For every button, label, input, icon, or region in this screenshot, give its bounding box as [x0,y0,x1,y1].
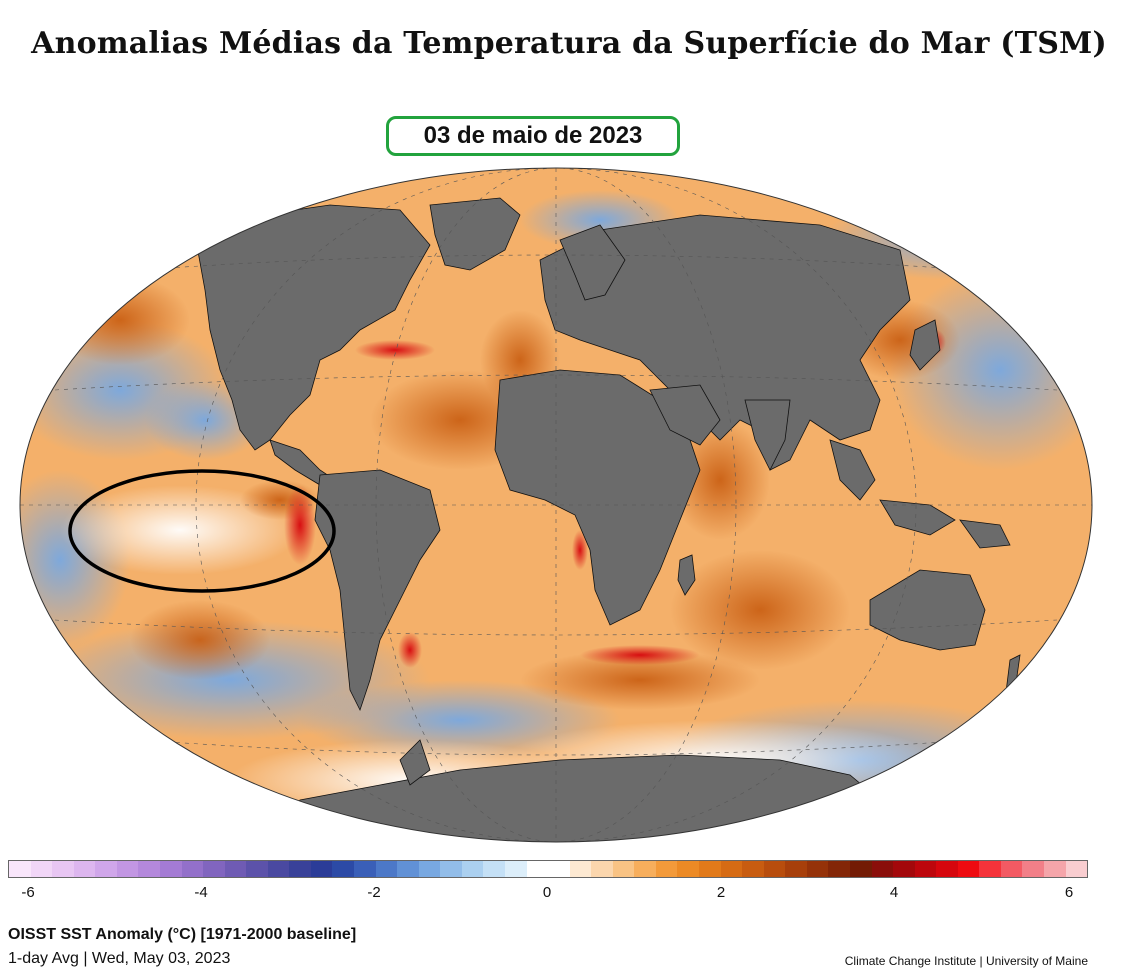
product-label: OISST SST Anomaly (°C) [1971-2000 baseli… [8,926,357,943]
colorbar-segment [849,861,872,877]
colorbar-segment [548,861,570,877]
colorbar-segment [483,861,505,877]
colorbar-segment [957,861,980,877]
colorbar-segment [224,861,247,877]
colorbar-segment [785,861,807,877]
colorbar-segment [979,861,1001,877]
colorbar-segment [655,861,678,877]
colorbar-segment [504,861,527,877]
date-label: 03 de maio de 2023 [423,122,643,149]
colorbar-segment [461,861,484,877]
colorbar-segment [699,861,721,877]
globe-outline [19,167,1093,843]
colorbar-segment [52,861,74,877]
colorbar [8,860,1088,878]
colorbar-segment [871,861,894,877]
colorbar-segment [332,861,354,877]
colorbar-segment [742,861,764,877]
colorbar-segment [914,861,937,877]
period-label: 1-day Avg | Wed, May 03, 2023 [8,950,231,967]
colorbar-segment [116,861,139,877]
colorbar-segment [397,861,419,877]
colorbar-segment [569,861,592,877]
colorbar-tick-label: 4 [889,884,899,901]
colorbar-segment [418,861,441,877]
colorbar-ticks: -6 -4 -2 0 2 4 6 [8,884,1088,904]
colorbar-segment [375,861,398,877]
colorbar-tick-label: -2 [367,884,381,901]
colorbar-segment [828,861,850,877]
colorbar-segment [763,861,786,877]
colorbar-segment [354,861,376,877]
colorbar-segment [806,861,829,877]
page-title: Anomalias Médias da Temperatura da Super… [31,26,1107,61]
colorbar-segment [30,861,53,877]
land-layer [194,197,1021,842]
colorbar-segment [1065,861,1088,877]
colorbar-segment [95,861,117,877]
sst-anomaly-map [19,167,1093,843]
colorbar-segment [440,861,462,877]
colorbar-segment [181,861,204,877]
colorbar-segment [73,861,96,877]
colorbar-segment [1000,861,1023,877]
date-label-box: 03 de maio de 2023 [386,116,680,156]
colorbar-segment [720,861,743,877]
colorbar-segment [289,861,311,877]
colorbar-segment [634,861,656,877]
colorbar-segment [1044,861,1066,877]
ocean-layer [20,168,1092,842]
colorbar-tick-label: -6 [21,884,35,901]
colorbar-segment [526,861,549,877]
colorbar-segment [159,861,182,877]
credit-label: Climate Change Institute | University of… [844,954,1088,968]
colorbar-segment [267,861,290,877]
colorbar-segment [246,861,268,877]
colorbar-segment [9,861,31,877]
colorbar-segment [203,861,225,877]
colorbar-tick-label: 0 [542,884,552,901]
colorbar-tick-label: 6 [1064,884,1074,901]
colorbar-segment [138,861,160,877]
colorbar-segment [936,861,958,877]
colorbar-segment [310,861,333,877]
colorbar-segment [1022,861,1044,877]
colorbar-segment [612,861,635,877]
colorbar-segment [591,861,613,877]
colorbar-tick-label: -4 [194,884,208,901]
graticule [20,168,1092,842]
highlight-ellipse [68,469,336,593]
colorbar-tick-label: 2 [716,884,726,901]
colorbar-segment [893,861,915,877]
colorbar-segment [677,861,699,877]
